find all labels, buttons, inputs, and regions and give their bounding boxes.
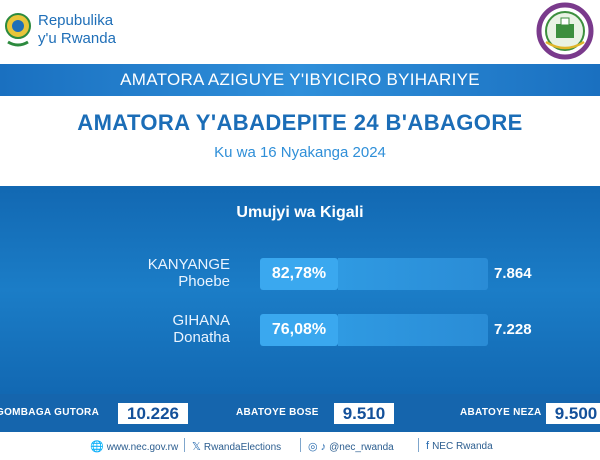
brand-name: Repubulika y'u Rwanda — [38, 12, 116, 48]
footer-divider — [418, 438, 419, 452]
facebook-icon: f — [426, 440, 430, 452]
registered-voters-value: 10.226 — [118, 403, 188, 424]
valid-votes-value: 9.500 — [546, 403, 600, 424]
footer-divider — [184, 438, 185, 452]
tiktok-icon: ♪ — [320, 441, 327, 453]
region-title: Umujyi wa Kigali — [236, 204, 364, 221]
candidate-row: GIHANA Donatha 76,08% 7.228 — [0, 310, 600, 350]
election-date: Ku wa 16 Nyakanga 2024 — [214, 144, 386, 161]
candidate-first-name: Donatha — [173, 329, 230, 346]
candidate-bar — [338, 314, 488, 346]
website-text: www.nec.gov.rw — [106, 442, 179, 453]
candidate-surname: KANYANGE — [147, 256, 230, 273]
website-link[interactable]: 🌐 www.nec.gov.rw — [90, 440, 178, 453]
footer-divider — [300, 438, 301, 452]
candidate-name: KANYANGE Phoebe — [30, 256, 230, 290]
candidate-percent: 76,08% — [260, 314, 338, 346]
valid-votes-label: ABATOYE NEZA — [460, 407, 542, 418]
social-link[interactable]: ◎ ♪ @nec_rwanda — [308, 440, 394, 453]
turnout-stats-bar: GOMBAGA GUTORA 10.226 ABATOYE BOSE 9.510… — [0, 394, 600, 432]
total-voted-label: ABATOYE BOSE — [236, 407, 319, 418]
election-type-banner: AMATORA AZIGUYE Y'IBYICIRO BYIHARIYE — [0, 64, 600, 96]
brand-line-2: y'u Rwanda — [38, 30, 116, 47]
candidate-row: KANYANGE Phoebe 82,78% 7.864 — [0, 256, 600, 296]
candidate-votes: 7.228 — [494, 321, 532, 338]
candidate-votes: 7.864 — [494, 265, 532, 282]
total-voted-value: 9.510 — [334, 403, 394, 424]
x-icon: 𝕏 — [192, 441, 201, 453]
facebook-text: NEC Rwanda — [432, 441, 493, 452]
rwanda-coat-of-arms-logo — [5, 13, 31, 47]
globe-icon: 🌐 — [90, 441, 104, 453]
candidate-name: GIHANA Donatha — [30, 312, 230, 346]
x-handle-text: RwandaElections — [203, 442, 282, 453]
registered-voters-label: GOMBAGA GUTORA — [0, 407, 100, 418]
header: Repubulika y'u Rwanda — [0, 0, 600, 64]
results-panel: Umujyi wa Kigali KANYANGE Phoebe 82,78% … — [0, 186, 600, 394]
candidate-surname: GIHANA — [172, 312, 230, 329]
instagram-icon: ◎ — [308, 441, 318, 453]
candidate-percent: 82,78% — [260, 258, 338, 290]
candidate-first-name: Phoebe — [178, 273, 230, 290]
page-title: AMATORA Y'ABADEPITE 24 B'ABAGORE — [77, 110, 523, 135]
brand-line-1: Repubulika — [38, 12, 114, 29]
x-link[interactable]: 𝕏 RwandaElections — [192, 440, 281, 453]
facebook-link[interactable]: f NEC Rwanda — [426, 440, 493, 452]
candidate-bar — [338, 258, 488, 290]
nec-emblem-logo — [536, 2, 594, 60]
banner-text: AMATORA AZIGUYE Y'IBYICIRO BYIHARIYE — [120, 70, 480, 89]
social-handle-text: @nec_rwanda — [329, 442, 394, 453]
footer: 🌐 www.nec.gov.rw 𝕏 RwandaElections ◎ ♪ @nec_… — [0, 432, 600, 460]
